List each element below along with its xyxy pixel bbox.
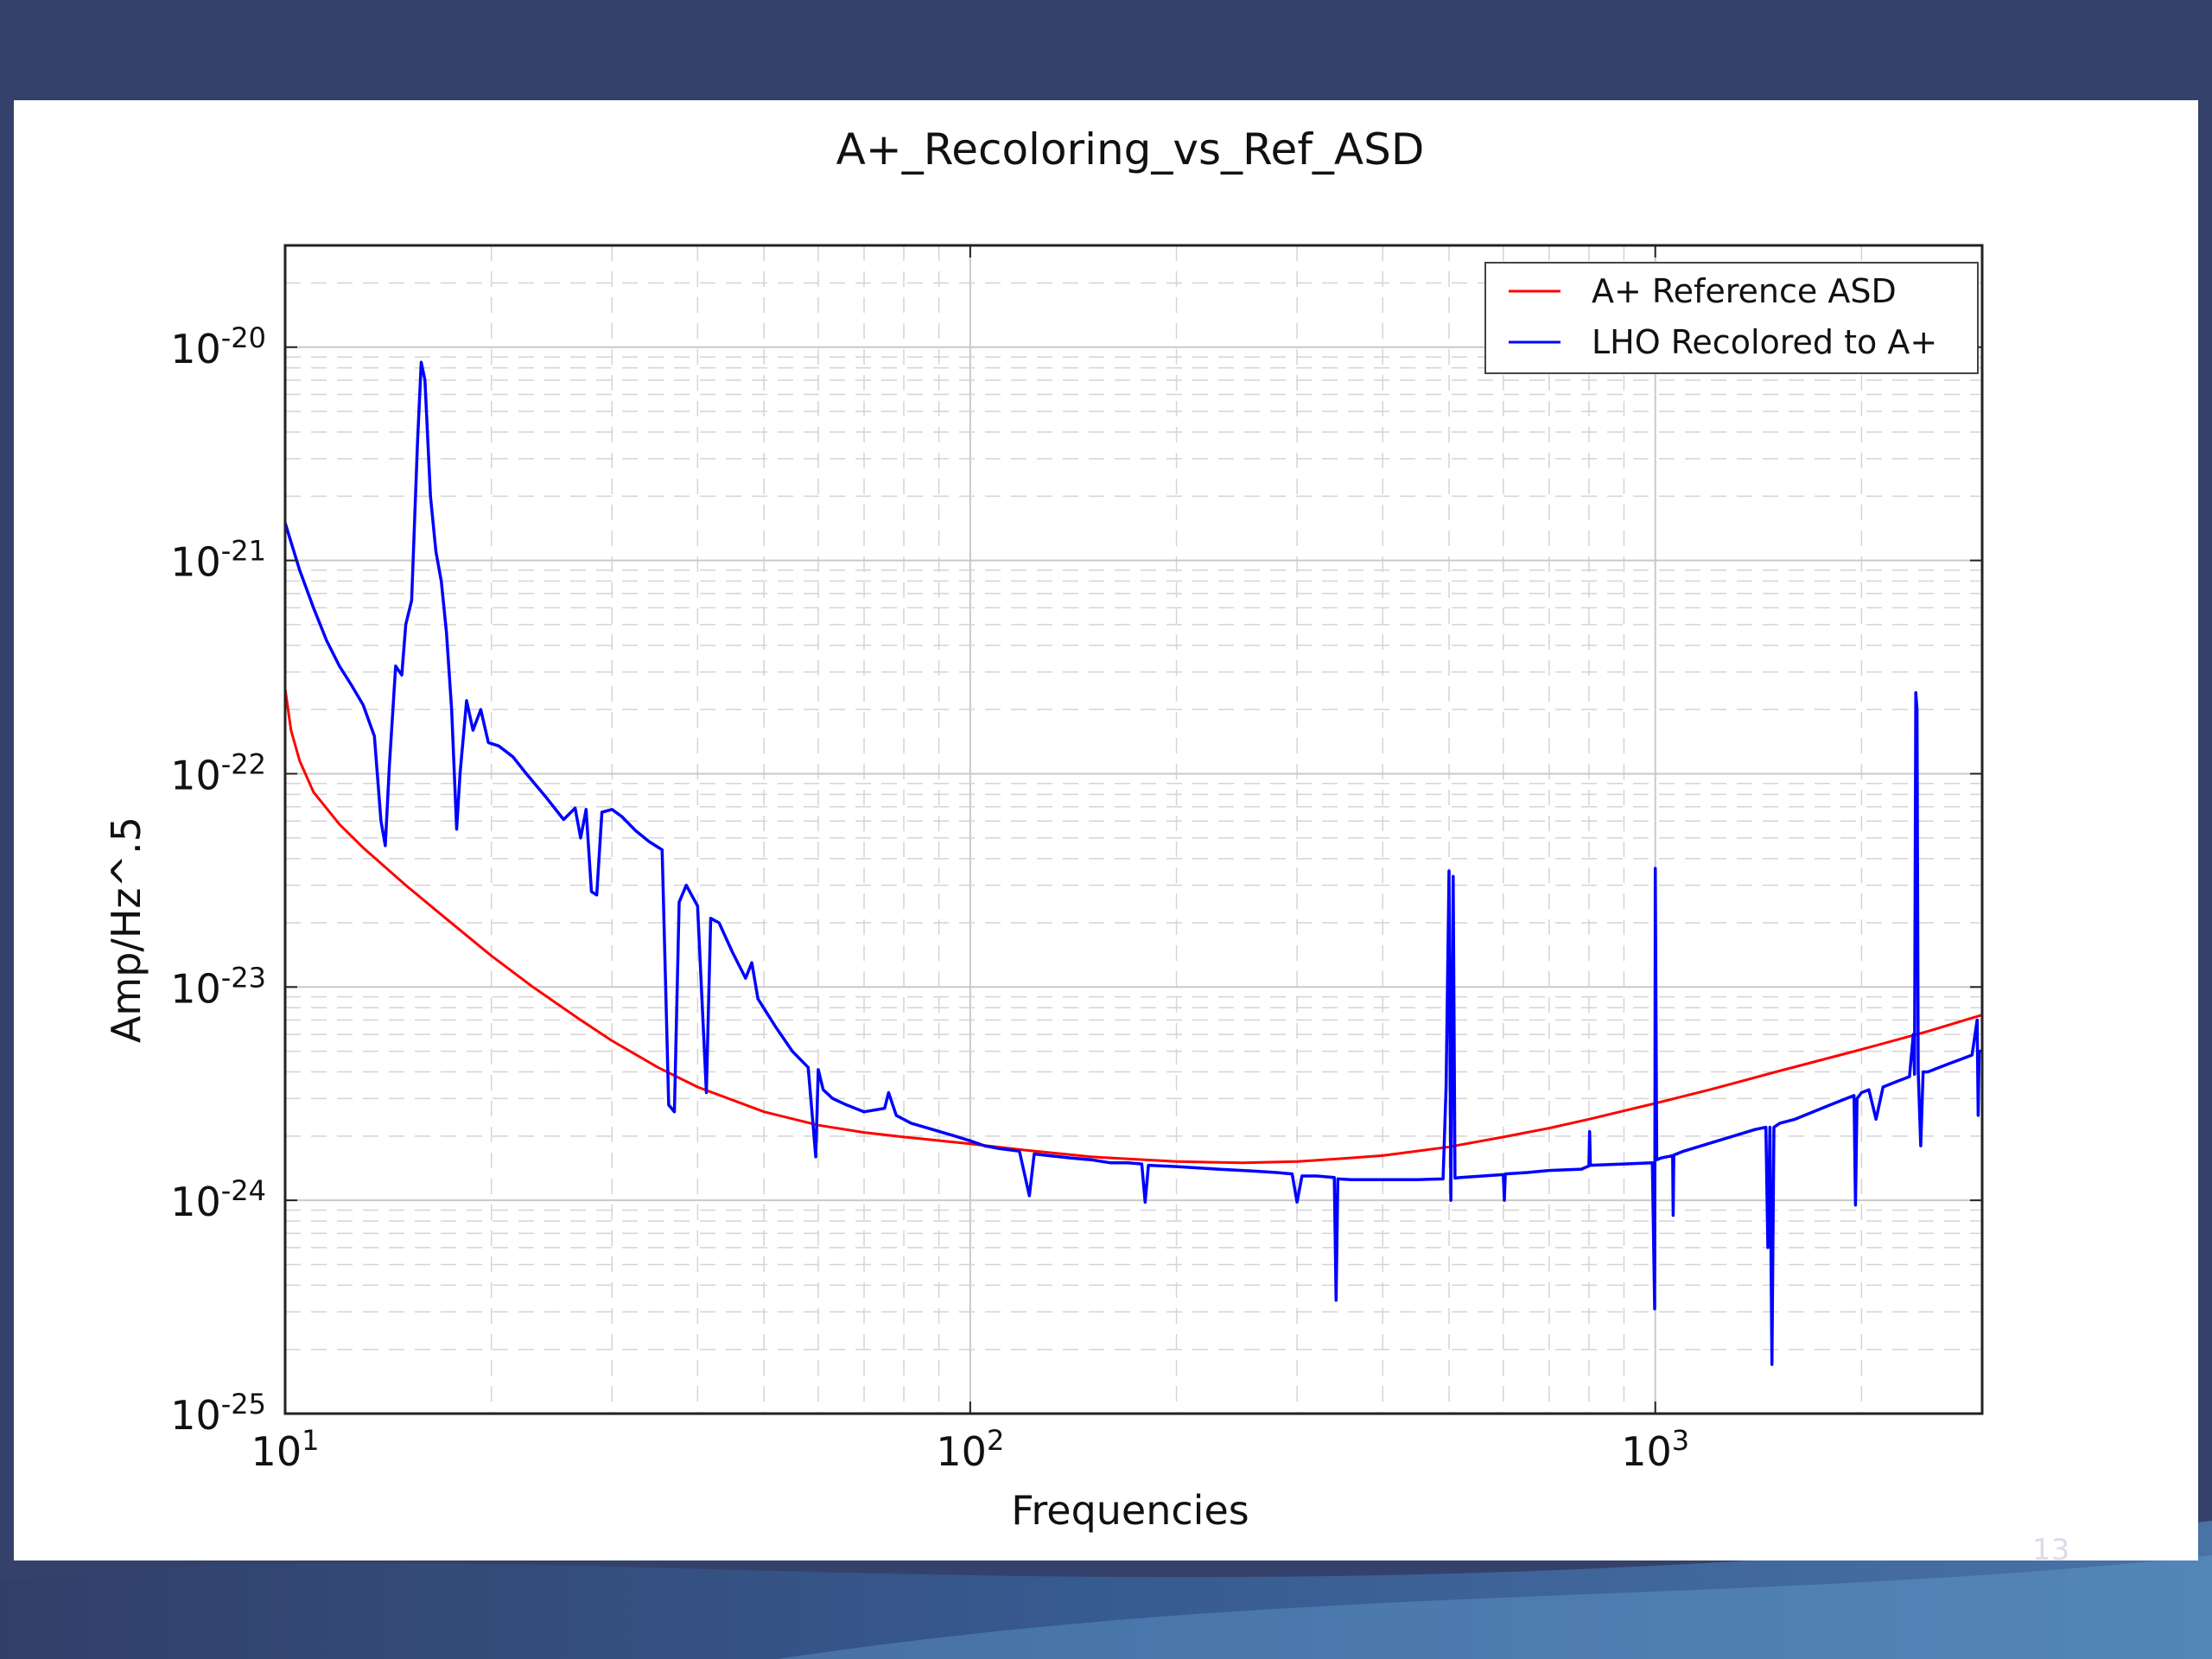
legend-label-reference: A+ Reference ASD [1592, 272, 1897, 310]
legend: A+ Reference ASD LHO Recolored to A+ [1484, 262, 1979, 374]
slide-page-number: 13 [2032, 1533, 2070, 1567]
x-tick-label: 102 [936, 1424, 1004, 1475]
x-axis-ticks: 101 102 103 [251, 245, 1689, 1475]
chart-title: A+_Recoloring_vs_Ref_ASD [836, 124, 1425, 175]
figure-panel: A+_Recoloring_vs_Ref_ASD 101 102 103 10-20… [14, 100, 2198, 1560]
y-axis-ticks: 10-20 10-21 10-22 10-23 10-24 10-25 [170, 321, 1982, 1439]
series-layer [285, 360, 1982, 1366]
y-tick-label: 10-20 [170, 321, 266, 372]
y-tick-label: 10-21 [170, 535, 266, 586]
asd-chart: A+_Recoloring_vs_Ref_ASD 101 102 103 10-20… [103, 124, 1984, 1534]
x-axis-label: Frequencies [1011, 1487, 1249, 1534]
legend-label-recolored: LHO Recolored to A+ [1592, 323, 1937, 361]
y-axis-label: Amp/Hz^.5 [103, 817, 149, 1043]
plot-area-frame [283, 244, 1984, 1415]
grid [284, 245, 1983, 1414]
decorative-wave [0, 1521, 2212, 1659]
legend-box [1484, 262, 1979, 374]
x-tick-label: 103 [1621, 1424, 1689, 1475]
series-line-lho-recolored [285, 360, 1982, 1366]
x-tick-label: 101 [251, 1424, 320, 1475]
decorative-wave-2 [778, 1555, 2212, 1659]
series-line-reference-asd [285, 688, 1982, 1165]
y-tick-label: 10-22 [170, 747, 266, 798]
y-tick-label: 10-23 [170, 961, 266, 1012]
y-tick-label: 10-25 [170, 1388, 266, 1439]
y-tick-label: 10-24 [170, 1174, 266, 1225]
